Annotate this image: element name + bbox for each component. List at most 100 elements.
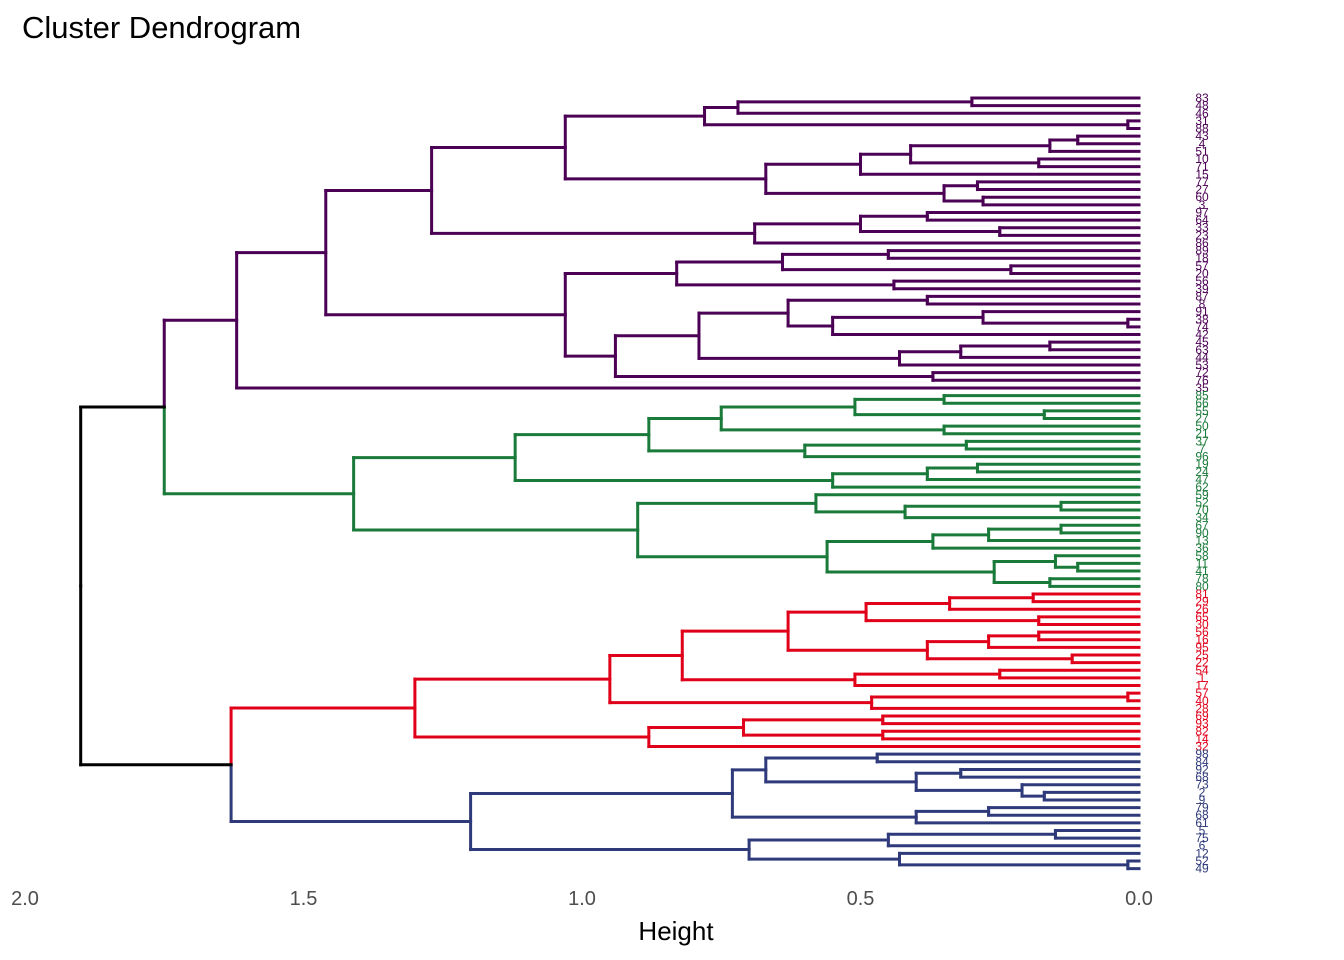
leaf-label: 16 [1195,633,1209,647]
leaf-label: 64 [1195,213,1209,227]
leaf-label: 49 [1195,862,1209,876]
leaf-label: 88 [1195,122,1209,136]
leaf-label: 50 [1195,419,1209,433]
leaf-label: 78 [1195,572,1209,586]
leaf-label: 18 [1195,251,1209,265]
leaf-label: 10 [1195,152,1209,166]
leaf-label: 28 [1195,701,1209,715]
leaf-label: 92 [1195,762,1209,776]
x-axis: 2.0 1.5 1.0 0.5 0.0 [11,888,1153,910]
leaf-label: 40 [1195,694,1209,708]
x-tick-label: 2.0 [11,888,39,910]
leaf-label: 35 [1195,381,1209,395]
leaf-label: 15 [1195,167,1209,181]
leaf-label: 68 [1195,808,1209,822]
leaf-label: 30 [1195,617,1209,631]
leaf-label: 52 [1195,854,1209,868]
leaf-label: 97 [1195,205,1209,219]
leaf-label: 21 [1195,427,1209,441]
leaf-label: 80 [1195,579,1209,593]
x-tick-label: 0.0 [1125,888,1153,910]
leaf-label: 77 [1195,175,1209,189]
leaf-label: 57 [1195,259,1209,273]
leaf-label: 51 [1195,144,1209,158]
leaf-label: 3 [1199,198,1206,212]
leaf-label: 98 [1195,747,1209,761]
leaf-label: 63 [1195,343,1209,357]
leaf-label: 90 [1195,526,1209,540]
leaf-label: 91 [1195,305,1209,319]
leaf-label: 27 [1195,183,1209,197]
leaf-label: 70 [1195,503,1209,517]
leaf-label: 73 [1195,778,1209,792]
leaf-label: 31 [1195,114,1209,128]
leaf-label: 41 [1195,564,1209,578]
leaf-label: 38 [1195,312,1209,326]
leaf-label: 47 [1195,473,1209,487]
leaf-label: 4 [1199,137,1206,151]
leaf-label: 19 [1195,457,1209,471]
leaf-label: 83 [1195,91,1209,105]
leaf-label: 62 [1195,480,1209,494]
leaf-label: 54 [1195,663,1209,677]
leaf-label: 24 [1195,465,1209,479]
x-tick-label: 0.5 [847,888,875,910]
leaf-labels: 8348463188434511071157727603976433238689… [1195,91,1209,876]
leaf-label: 22 [1195,656,1209,670]
leaf-label: 57 [1195,686,1209,700]
leaf-label: 43 [1195,129,1209,143]
leaf-label: 13 [1195,534,1209,548]
leaf-label: 45 [1195,335,1209,349]
leaf-label: 67 [1195,518,1209,532]
leaf-label: 85 [1195,389,1209,403]
leaf-label: 79 [1195,801,1209,815]
leaf-label: 96 [1195,450,1209,464]
leaf-label: 36 [1195,541,1209,555]
leaf-label: 71 [1195,160,1209,174]
chart-title: Cluster Dendrogram [22,10,302,45]
leaf-label: 61 [1195,816,1209,830]
leaf-label: 56 [1195,274,1209,288]
leaf-label: 82 [1195,724,1209,738]
leaf-label: 37 [1195,434,1209,448]
leaf-label: 65 [1195,610,1209,624]
leaf-label: 72 [1195,366,1209,380]
leaf-label: 26 [1195,602,1209,616]
leaf-label: 59 [1195,488,1209,502]
leaf-label: 17 [1195,679,1209,693]
leaf-label: 25 [1195,648,1209,662]
leaf-label: 33 [1195,221,1209,235]
dendrogram-branches [79,96,1141,871]
leaf-label: 75 [1195,831,1209,845]
leaf-label: 84 [1195,755,1209,769]
leaf-label: 32 [1195,740,1209,754]
leaf-label: 66 [1195,396,1209,410]
leaf-label: 12 [1195,846,1209,860]
x-tick-label: 1.5 [290,888,318,910]
leaf-label: 7 [1199,442,1206,456]
leaf-label: 1 [1199,671,1206,685]
leaf-label: 68 [1195,770,1209,784]
x-axis-title: Height [638,916,714,946]
leaf-label: 8 [1199,297,1206,311]
x-tick-label: 1.0 [568,888,596,910]
leaf-label: 6 [1199,839,1206,853]
leaf-label: 55 [1195,404,1209,418]
leaf-label: 5 [1199,823,1206,837]
leaf-label: 20 [1195,266,1209,280]
leaf-label: 93 [1195,717,1209,731]
leaf-label: 52 [1195,495,1209,509]
leaf-label: 46 [1195,106,1209,120]
leaf-label: 42 [1195,328,1209,342]
leaf-label: 14 [1195,732,1209,746]
leaf-label: 56 [1195,625,1209,639]
leaf-label: 87 [1195,289,1209,303]
leaf-label: 74 [1195,320,1209,334]
leaf-label: 53 [1195,358,1209,372]
leaf-label: 48 [1195,99,1209,113]
leaf-label: 34 [1195,511,1209,525]
leaf-label: 39 [1195,282,1209,296]
leaf-label: 81 [1195,587,1209,601]
leaf-label: 2 [1199,785,1206,799]
